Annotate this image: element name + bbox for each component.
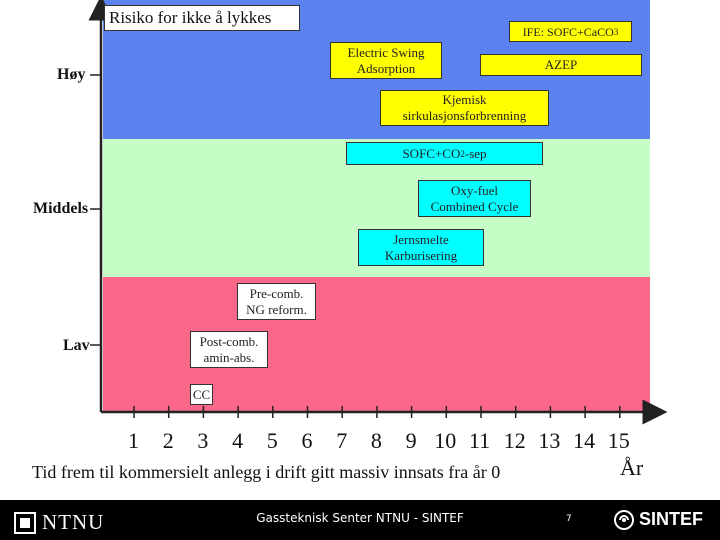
x-tick-label: 3 xyxy=(197,428,209,453)
ntnu-emblem-icon xyxy=(14,511,36,534)
box-post-comb-amin-abs: Post-comb. amin-abs. xyxy=(190,331,268,368)
x-tick-label: 4 xyxy=(232,428,244,453)
box-azep: AZEP xyxy=(480,54,642,76)
x-tick-label: 15 xyxy=(607,428,630,453)
footer-center-text: Gassteknisk Senter NTNU - SINTEF xyxy=(256,511,464,525)
x-tick-label: 7 xyxy=(336,428,348,453)
box-electric-swing-adsorption: Electric Swing Adsorption xyxy=(330,42,442,79)
x-tick-label: 6 xyxy=(301,428,313,453)
x-axis-unit: År xyxy=(620,455,644,480)
y-label-high: Høy xyxy=(57,66,86,83)
box-jernsmelte-karburisering: Jernsmelte Karburisering xyxy=(358,229,484,266)
x-tick-label: 11 xyxy=(469,428,491,453)
x-tick-label: 14 xyxy=(573,428,596,453)
box-pre-comb-ng-reform: Pre-comb. NG reform. xyxy=(237,283,316,320)
x-tick-label: 2 xyxy=(162,428,174,453)
footer-bar: NTNU Gassteknisk Senter NTNU - SINTEF 7 … xyxy=(0,500,720,540)
x-tick-label: 10 xyxy=(434,428,457,453)
x-axis-label: Tid frem til kommersielt anlegg i drift … xyxy=(32,462,501,482)
x-tick-label: 9 xyxy=(405,428,417,453)
box-kjemisk-sirkulasjonsforbrenning: Kjemisk sirkulasjonsforbrenning xyxy=(380,90,549,126)
x-tick-lines xyxy=(133,406,621,418)
x-tick-label: 1 xyxy=(128,428,139,453)
x-tick-label: 5 xyxy=(266,428,278,453)
box-ife-sofc-caco3: IFE: SOFC+CaCO 3 xyxy=(509,21,632,42)
x-tick-label: 13 xyxy=(538,428,561,453)
axes xyxy=(88,0,668,425)
sintef-logo: SINTEF xyxy=(614,509,703,530)
box-oxy-fuel-combined-cycle: Oxy-fuel Combined Cycle xyxy=(418,180,531,217)
box-sofc-co2-sep: SOFC+CO 2 -sep xyxy=(346,142,543,165)
ntnu-logo: NTNU xyxy=(14,510,104,535)
sintef-emblem-icon xyxy=(614,509,634,530)
x-tick-label: 12 xyxy=(503,428,526,453)
page-number: 7 xyxy=(566,514,572,524)
y-label-middle: Middels xyxy=(33,200,89,217)
x-tick-label: 8 xyxy=(370,428,382,453)
y-label-low: Lav xyxy=(63,337,90,354)
chart-title: Risiko for ikke å lykkes xyxy=(104,5,300,31)
box-cc: CC xyxy=(190,384,213,405)
